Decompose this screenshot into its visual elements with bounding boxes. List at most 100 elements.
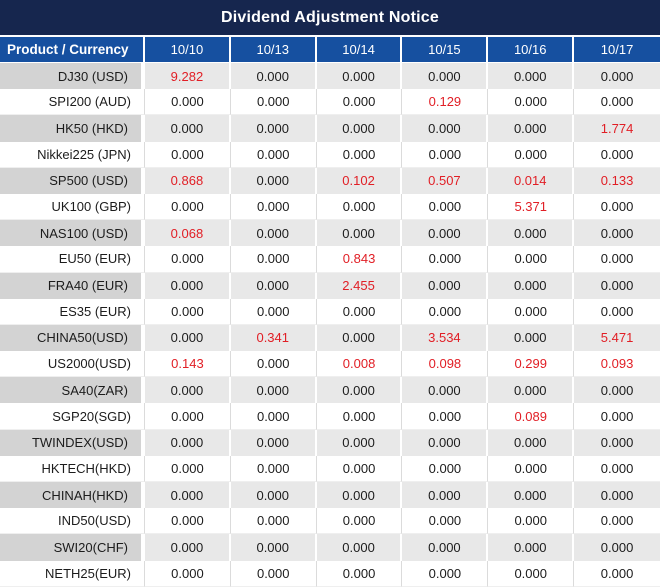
table-row: IND50(USD) 0.000 0.000 0.000 0.000 0.000… bbox=[0, 508, 660, 535]
dividend-value: 0.843 bbox=[316, 246, 403, 273]
dividend-value: 0.000 bbox=[488, 508, 575, 535]
dividend-value: 0.000 bbox=[145, 560, 231, 587]
dividend-value: 0.000 bbox=[230, 560, 317, 587]
dividend-value: 0.000 bbox=[574, 298, 660, 325]
dividend-value: 0.000 bbox=[402, 272, 489, 299]
dividend-value: 0.000 bbox=[574, 272, 660, 299]
dividend-value: 0.000 bbox=[316, 429, 403, 456]
dividend-value: 0.000 bbox=[574, 455, 660, 482]
dividend-value: 0.000 bbox=[145, 115, 231, 142]
dividend-value: 0.000 bbox=[145, 89, 231, 116]
dividend-value: 0.000 bbox=[230, 534, 317, 561]
dividend-value: 0.000 bbox=[145, 482, 231, 509]
dividend-value: 0.000 bbox=[402, 560, 489, 587]
dividend-value: 0.000 bbox=[230, 455, 317, 482]
product-label: US2000(USD) bbox=[0, 351, 145, 378]
table-body: DJ30 (USD) 9.282 0.000 0.000 0.000 0.000… bbox=[0, 63, 660, 587]
dividend-value: 0.000 bbox=[574, 560, 660, 587]
dividend-value: 0.000 bbox=[402, 508, 489, 535]
dividend-value: 0.000 bbox=[316, 482, 403, 509]
dividend-value: 0.000 bbox=[574, 508, 660, 535]
dividend-value: 0.000 bbox=[230, 193, 317, 221]
dividend-value: 0.129 bbox=[402, 89, 489, 116]
dividend-value: 0.000 bbox=[145, 403, 231, 430]
dividend-value: 0.000 bbox=[145, 377, 231, 404]
dividend-value: 0.000 bbox=[574, 429, 660, 456]
dividend-value: 0.000 bbox=[488, 324, 575, 352]
dividend-value: 0.000 bbox=[316, 508, 403, 535]
dividend-value: 0.000 bbox=[402, 220, 489, 247]
column-header-date: 10/15 bbox=[402, 37, 489, 63]
dividend-value: 0.000 bbox=[230, 63, 317, 90]
product-label: IND50(USD) bbox=[0, 508, 145, 535]
dividend-value: 5.471 bbox=[574, 324, 660, 352]
product-label: HKTECH(HKD) bbox=[0, 455, 145, 482]
dividend-value: 0.000 bbox=[316, 63, 403, 90]
product-label: ES35 (EUR) bbox=[0, 298, 145, 325]
dividend-value: 0.000 bbox=[402, 429, 489, 456]
dividend-value: 0.000 bbox=[230, 403, 317, 430]
dividend-value: 0.000 bbox=[230, 377, 317, 404]
column-header-product-currency: Product / Currency bbox=[0, 37, 145, 63]
dividend-value: 0.093 bbox=[574, 351, 660, 378]
dividend-value: 0.000 bbox=[402, 193, 489, 221]
dividend-value: 1.774 bbox=[574, 115, 660, 142]
dividend-value: 0.000 bbox=[574, 141, 660, 168]
dividend-value: 0.000 bbox=[316, 89, 403, 116]
dividend-value: 0.000 bbox=[145, 141, 231, 168]
dividend-value: 0.000 bbox=[402, 534, 489, 561]
dividend-value: 0.000 bbox=[402, 63, 489, 90]
dividend-value: 0.133 bbox=[574, 167, 660, 194]
product-label: TWINDEX(USD) bbox=[0, 429, 145, 456]
dividend-value: 0.000 bbox=[145, 534, 231, 561]
dividend-value: 0.000 bbox=[402, 115, 489, 142]
table-row: NAS100 (USD) 0.068 0.000 0.000 0.000 0.0… bbox=[0, 220, 660, 247]
dividend-value: 0.000 bbox=[145, 455, 231, 482]
dividend-value: 0.000 bbox=[145, 429, 231, 456]
dividend-value: 0.098 bbox=[402, 351, 489, 378]
dividend-value: 0.000 bbox=[488, 560, 575, 587]
dividend-value: 0.000 bbox=[230, 429, 317, 456]
table-row: SA40(ZAR) 0.000 0.000 0.000 0.000 0.000 … bbox=[0, 377, 660, 404]
product-label: SP500 (USD) bbox=[0, 167, 145, 194]
dividend-value: 0.000 bbox=[230, 115, 317, 142]
dividend-value: 0.341 bbox=[230, 324, 317, 352]
table-row: UK100 (GBP) 0.000 0.000 0.000 0.000 5.37… bbox=[0, 193, 660, 221]
product-label: CHINA50(USD) bbox=[0, 324, 145, 352]
table-row: SGP20(SGD) 0.000 0.000 0.000 0.000 0.089… bbox=[0, 403, 660, 430]
column-header-date: 10/17 bbox=[574, 37, 660, 63]
column-header-date: 10/13 bbox=[230, 37, 317, 63]
dividend-value: 0.000 bbox=[230, 272, 317, 299]
dividend-value: 0.000 bbox=[574, 377, 660, 404]
dividend-value: 0.000 bbox=[316, 534, 403, 561]
dividend-value: 0.000 bbox=[230, 482, 317, 509]
dividend-value: 0.000 bbox=[488, 272, 575, 299]
dividend-table: Product / Currency 10/10 10/13 10/14 10/… bbox=[0, 37, 660, 587]
dividend-value: 0.000 bbox=[574, 246, 660, 273]
dividend-value: 0.000 bbox=[488, 482, 575, 509]
product-label: NETH25(EUR) bbox=[0, 560, 145, 587]
table-row: TWINDEX(USD) 0.000 0.000 0.000 0.000 0.0… bbox=[0, 429, 660, 456]
dividend-value: 0.014 bbox=[488, 167, 575, 194]
dividend-value: 0.068 bbox=[145, 220, 231, 247]
dividend-value: 0.000 bbox=[402, 482, 489, 509]
table-row: SP500 (USD) 0.868 0.000 0.102 0.507 0.01… bbox=[0, 167, 660, 194]
header-row: Product / Currency 10/10 10/13 10/14 10/… bbox=[0, 37, 660, 63]
dividend-value: 0.000 bbox=[316, 115, 403, 142]
dividend-value: 0.000 bbox=[230, 220, 317, 247]
dividend-value: 9.282 bbox=[145, 63, 231, 90]
product-label: NAS100 (USD) bbox=[0, 220, 145, 247]
table-row: ES35 (EUR) 0.000 0.000 0.000 0.000 0.000… bbox=[0, 298, 660, 325]
table-row: EU50 (EUR) 0.000 0.000 0.843 0.000 0.000… bbox=[0, 246, 660, 273]
dividend-value: 0.000 bbox=[316, 298, 403, 325]
dividend-value: 0.000 bbox=[145, 193, 231, 221]
dividend-value: 0.000 bbox=[316, 560, 403, 587]
dividend-value: 5.371 bbox=[488, 193, 575, 221]
table-row: HK50 (HKD) 0.000 0.000 0.000 0.000 0.000… bbox=[0, 115, 660, 142]
dividend-value: 0.000 bbox=[230, 298, 317, 325]
column-header-date: 10/16 bbox=[488, 37, 575, 63]
table-row: CHINA50(USD) 0.000 0.341 0.000 3.534 0.0… bbox=[0, 324, 660, 352]
dividend-value: 0.102 bbox=[316, 167, 403, 194]
table-header: Product / Currency 10/10 10/13 10/14 10/… bbox=[0, 37, 660, 63]
